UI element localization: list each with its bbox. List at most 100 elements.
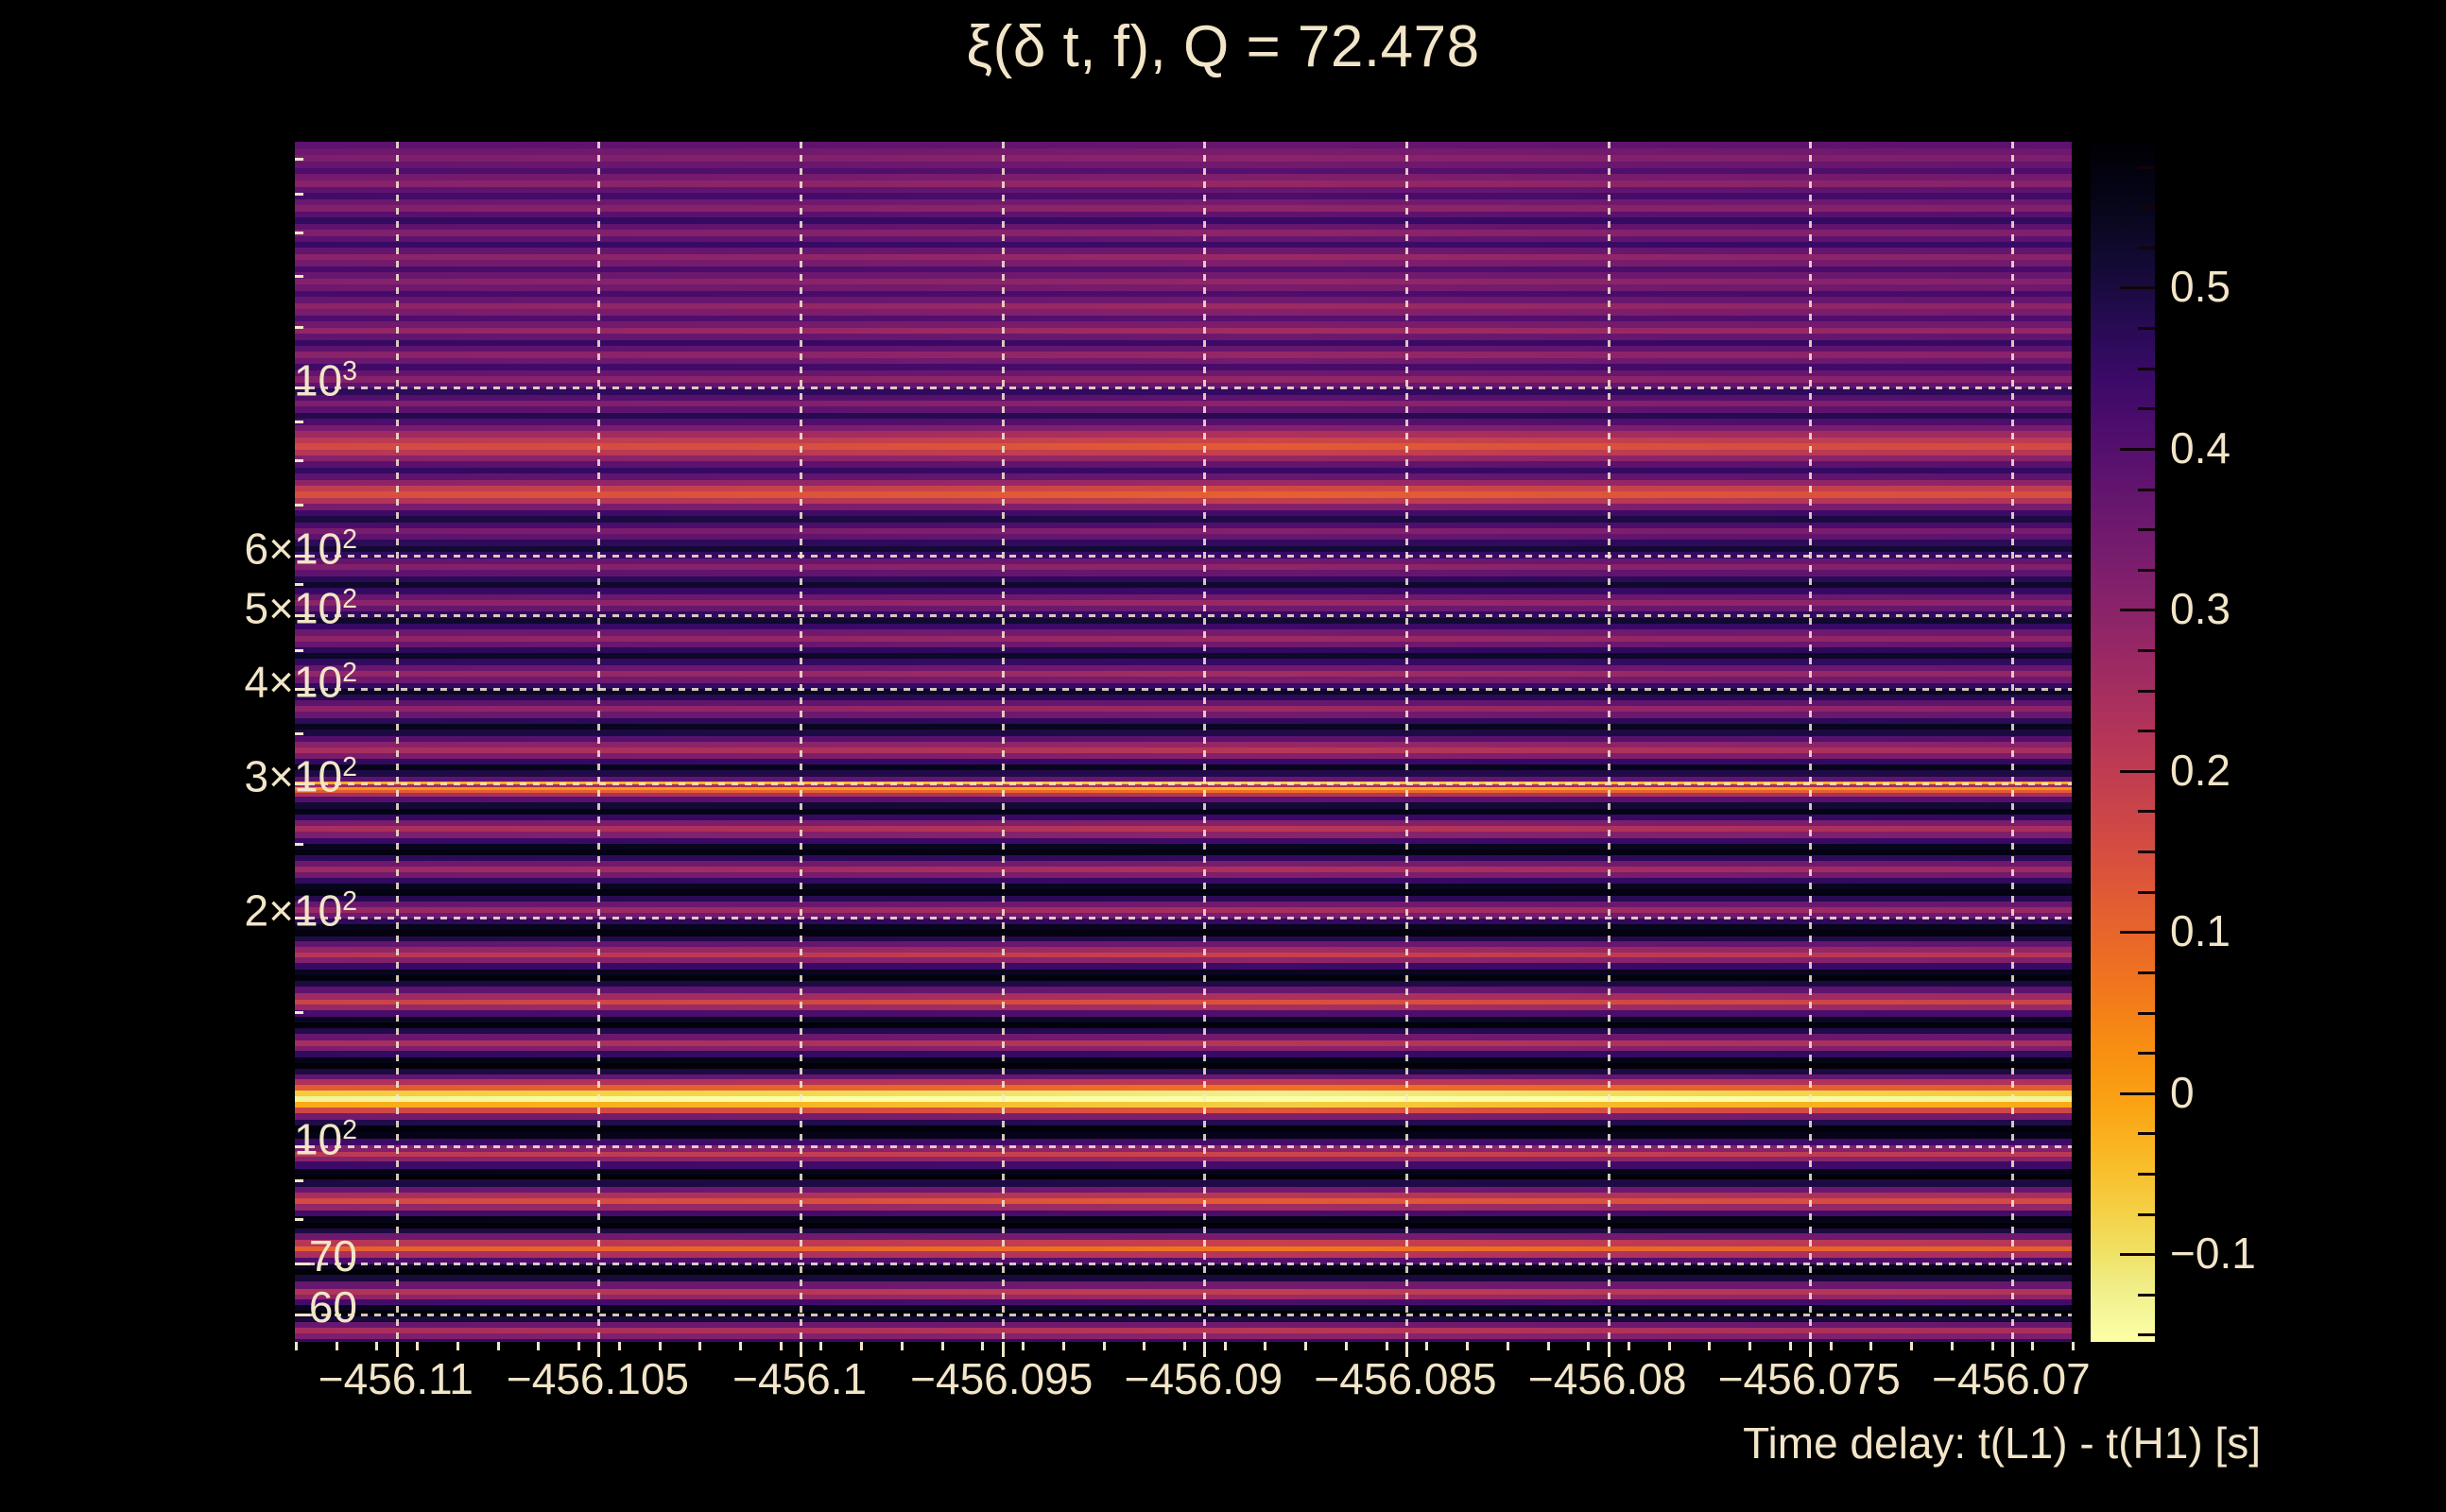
x-axis-minor-tick [1425,1342,1429,1350]
x-axis-minor-tick [2031,1342,2035,1350]
heatmap-band [295,1239,2072,1246]
heatmap-band [295,180,2072,187]
heatmap-band [295,871,2072,878]
heatmap-band [295,1187,2072,1194]
y-axis-tick-label: 70 [308,1230,357,1280]
x-axis-tick-label: −456.09 [1124,1354,1283,1403]
heatmap-band [295,563,2072,571]
heatmap-band [295,1090,2072,1096]
heatmap-band [295,753,2072,760]
heatmap-band [295,205,2072,212]
heatmap-band [295,664,2072,671]
heatmap-band [295,540,2072,546]
heatmap-plot-area[interactable] [295,142,2072,1342]
colorbar-minor-tick [2138,810,2155,814]
heatmap-band [295,747,2072,754]
heatmap-band [295,999,2072,1005]
heatmap-band [295,850,2072,855]
heatmap-band [295,781,2072,784]
y-axis-tick-label: 6×102 [244,524,357,574]
heatmap-band [295,912,2072,919]
heatmap-band [295,321,2072,328]
heatmap-band [295,700,2072,707]
heatmap-band [295,198,2072,206]
heatmap-band [295,1028,2072,1035]
heatmap-band [295,376,2072,383]
heatmap-band [295,688,2072,695]
colorbar-minor-tick [2138,1333,2155,1337]
heatmap-band [295,1250,2072,1258]
y-axis-tick-mark [295,1144,310,1148]
heatmap-band [295,974,2072,981]
x-axis-tick-label: −456.07 [1932,1354,2091,1403]
heatmap-band [295,1131,2072,1139]
colorbar-tick-mark [2120,1091,2155,1095]
heatmap-band [295,302,2072,310]
heatmap-band [295,193,2072,199]
heatmap-band [295,1258,2072,1265]
heatmap-band [295,969,2072,975]
colorbar-minor-tick [2138,407,2155,411]
x-axis-tick-mark [597,1342,601,1357]
heatmap-band [295,1144,2072,1152]
colorbar-tick-mark [2120,1253,2155,1257]
heatmap-band [295,670,2072,678]
colorbar[interactable] [2091,142,2155,1342]
heatmap-band [295,412,2072,420]
x-axis-minor-tick [1022,1342,1025,1350]
heatmap-band [295,1068,2072,1074]
y-axis-minor-tick [295,1179,303,1183]
heatmap-band [295,1198,2072,1205]
y-axis-minor-tick [295,1011,303,1015]
y-axis-tick-mark [295,386,310,389]
y-axis-minor-tick [295,192,303,196]
heatmap-band [295,1289,2072,1295]
heatmap-band [295,1119,2072,1126]
heatmap-band [295,345,2072,352]
heatmap-band [295,1108,2072,1114]
heatmap-band [295,641,2072,647]
heatmap-band [295,290,2072,298]
x-axis-minor-tick [1506,1342,1509,1350]
heatmap-band [295,860,2072,867]
heatmap-band [295,889,2072,896]
heatmap-band [295,759,2072,765]
x-axis-tick-label: −456.1 [732,1354,868,1403]
x-axis-minor-tick [496,1342,500,1350]
heatmap-band [295,677,2072,683]
heatmap-band [295,1338,2072,1342]
heatmap-band [295,570,2072,576]
heatmap-band [295,253,2072,261]
heatmap-band [295,1299,2072,1306]
heatmap-band [295,223,2072,231]
colorbar-minor-tick [2138,568,2155,572]
heatmap-band [295,545,2072,553]
heatmap-band [295,843,2072,850]
plot-title: ξ(δ t, f), Q = 72.478 [966,14,1480,79]
x-axis-minor-tick [860,1342,864,1350]
colorbar-tick-label: −0.1 [2170,1228,2256,1279]
x-axis-minor-tick [617,1342,621,1350]
heatmap-band [295,963,2072,970]
heatmap-band [295,792,2072,798]
colorbar-minor-tick [2138,890,2155,894]
colorbar-minor-tick [2138,1293,2155,1297]
y-axis-minor-tick [295,583,303,587]
heatmap-band [295,142,2072,148]
heatmap-band [295,901,2072,907]
x-axis-minor-tick [416,1342,420,1350]
heatmap-band [295,339,2072,346]
x-axis-minor-tick [456,1342,459,1350]
heatmap-band [295,449,2072,455]
heatmap-band [295,509,2072,516]
x-axis-tick-label: −456.085 [1314,1354,1497,1403]
colorbar-minor-tick [2138,730,2155,733]
heatmap-band [295,723,2072,730]
colorbar-tick-label: 0.4 [2170,422,2231,472]
y-axis-minor-tick [295,843,303,847]
colorbar-tick-mark [2120,286,2155,290]
heatmap-band [295,877,2072,885]
y-axis-tick-label: 4×102 [244,657,357,707]
heatmap-band [295,230,2072,236]
